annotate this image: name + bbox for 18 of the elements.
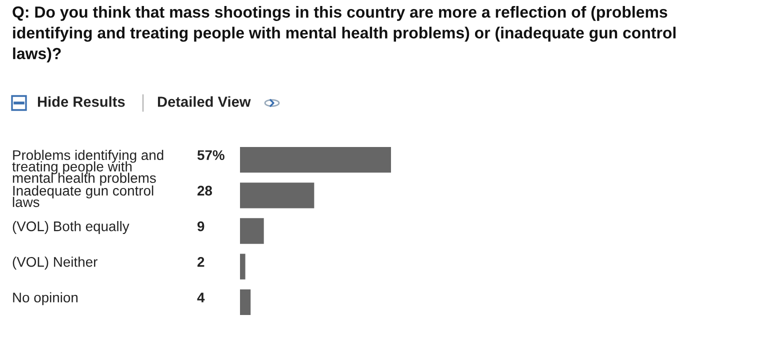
text: Detailed View: [158, 96, 251, 107]
text: Hide Results: [38, 96, 125, 107]
data-label: 4: [197, 292, 205, 302]
y-tick-label: Inadequate gun control laws: [12, 185, 154, 208]
bar: [240, 182, 314, 208]
bar: [240, 218, 264, 244]
bar: [240, 289, 251, 316]
y-tick-label: No opinion: [13, 292, 78, 306]
y-tick-label: (VOL) Neither: [12, 256, 98, 270]
data-label: 2: [197, 257, 204, 267]
y-tick-label: (VOL) Both equally: [12, 221, 130, 234]
chart-title: Q: Do you think that mass shootings in this country are more a reflection of (problems identifying and treating people with mental health problems) or (inadequate gun control laws)?: [12, 6, 676, 62]
data-label: 57%: [197, 150, 224, 160]
bar: [240, 254, 246, 280]
bar: [240, 146, 391, 173]
y-tick-label: Problems identifying and treating people with mental health problems: [12, 150, 164, 186]
data-label: 28: [197, 186, 212, 196]
data-label: 9: [197, 221, 204, 232]
